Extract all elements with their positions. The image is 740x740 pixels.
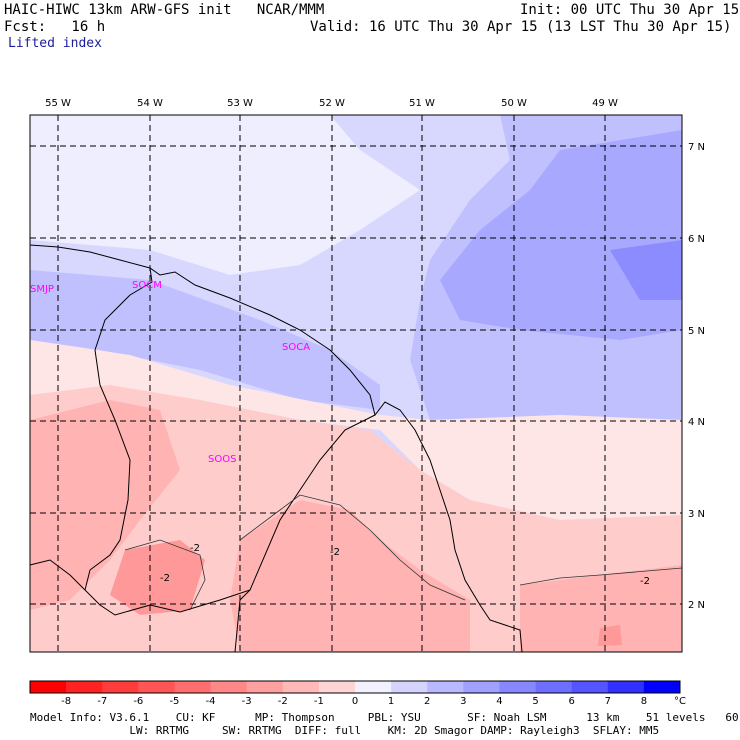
colorbar-tick-label: -8 [61, 696, 71, 707]
colorbar-tick-label: 5 [532, 696, 538, 707]
lon-label: 55 W [45, 98, 71, 109]
contours [124, 494, 683, 611]
colorbar-swatch [535, 681, 572, 693]
lifted-index-field [30, 115, 682, 652]
border-southwest [29, 559, 86, 591]
lat-label: 2 N [688, 600, 705, 611]
field-label: Lifted index [8, 36, 102, 51]
lat-label: 7 N [688, 142, 705, 153]
colorbar-tick-label: -3 [242, 696, 252, 707]
colorbar-tick-label: 4 [496, 696, 502, 707]
lon-label: 53 W [227, 98, 253, 109]
colorbar-swatch [607, 681, 645, 693]
colorbar-tick-label: 8 [641, 696, 647, 707]
colorbar-tick-labels: -8 -7 -6 -5 -4 -3 -2 -1 0 1 2 3 4 5 6 7 8 [61, 696, 647, 707]
colorbar-swatch [282, 681, 320, 693]
lon-label: 54 W [137, 98, 163, 109]
border-south [234, 589, 251, 653]
init-time: Init: 00 UTC Thu 30 Apr 15 [520, 2, 740, 18]
coastlines-borders [29, 244, 523, 653]
colorbar-tick-label: -7 [97, 696, 107, 707]
lon-label: 50 W [501, 98, 527, 109]
map-frame [29, 114, 683, 653]
colorbar-swatch [391, 681, 428, 693]
lat-label: 5 N [688, 326, 705, 337]
colorbar-swatch [210, 681, 247, 693]
contour-label: -2 [190, 543, 200, 554]
coastline [29, 244, 523, 653]
field-near-zero-belt [30, 340, 682, 520]
contour-label: -2 [160, 573, 170, 584]
colorbar-swatch [138, 681, 175, 693]
lat-label: 6 N [688, 234, 705, 245]
colorbar-swatch [463, 681, 500, 693]
contour-label: -2 [330, 547, 340, 558]
colorbar [29, 680, 681, 694]
contour-label: -2 [640, 576, 650, 587]
colorbar-tick-label: -4 [206, 696, 216, 707]
station-soca: SOCA [282, 342, 310, 353]
colorbar-swatch [174, 681, 211, 693]
field-neg2-south [230, 500, 470, 652]
border-suriname-guyane [84, 267, 376, 616]
lat-label: 4 N [688, 417, 705, 428]
valid-time: Valid: 16 UTC Thu 30 Apr 15 (13 LST Thu … [310, 19, 732, 35]
colorbar-tick-label: 0 [352, 696, 358, 707]
contour-labels: -2 -2 -2 -2 [160, 543, 650, 587]
colorbar-tick-label: -2 [278, 696, 288, 707]
colorbar-tick-label: 7 [605, 696, 611, 707]
model-title: HAIC-HIWC 13km ARW-GFS init NCAR/MMM [4, 2, 325, 18]
colorbar-tick-label: 6 [568, 696, 574, 707]
lon-label: 51 W [409, 98, 435, 109]
colorbar-swatch [643, 681, 681, 693]
latitude-labels: 7 N 6 N 5 N 4 N 3 N 2 N [688, 142, 705, 611]
field-blue-coast [30, 270, 380, 410]
station-smjp: SMJP [30, 284, 54, 295]
colorbar-tick-label: 3 [460, 696, 466, 707]
field-neg2-west [30, 400, 180, 610]
field-near-zero-nw [30, 115, 420, 275]
field-neg3-se [598, 625, 622, 646]
colorbar-swatch [355, 681, 392, 693]
graticule [30, 115, 682, 652]
colorbar-swatch [427, 681, 464, 693]
lon-label: 52 W [319, 98, 345, 109]
colorbar-swatch [246, 681, 284, 693]
colorbar-tick-label: -5 [169, 696, 179, 707]
colorbar-unit: °C [674, 696, 686, 707]
field-blue-ne-core [440, 130, 682, 340]
colorbar-swatch [499, 681, 536, 693]
lon-label: 49 W [592, 98, 618, 109]
colorbar-swatch [318, 681, 356, 693]
station-soos: SOOS [208, 454, 236, 465]
station-socm: SOCM [132, 280, 162, 291]
model-info-line1: Model Info: V3.6.1 CU: KF MP: Thompson P… [30, 711, 740, 724]
station-labels: SMJP SOCM SOCA SOOS [30, 280, 310, 465]
contour-neg2-a [239, 494, 466, 601]
colorbar-swatch [30, 681, 67, 693]
forecast-hour: Fcst: 16 h [4, 19, 106, 35]
field-blue-ne-max [610, 240, 682, 300]
field-neg2-se [520, 565, 682, 652]
colorbar-swatch [66, 681, 103, 693]
colorbar-tick-label: 1 [388, 696, 394, 707]
contour-neg2-c [124, 539, 206, 611]
colorbar-swatch [571, 681, 609, 693]
field-neg3-patch [110, 540, 205, 615]
lat-label: 3 N [688, 509, 705, 520]
contour-neg2-b [519, 567, 683, 586]
colorbar-frame [29, 680, 681, 694]
colorbar-tick-label: -6 [133, 696, 143, 707]
colorbar-tick-label: -1 [314, 696, 324, 707]
longitude-labels: 55 W 54 W 53 W 52 W 51 W 50 W 49 W [45, 98, 618, 109]
colorbar-tick-label: 2 [424, 696, 430, 707]
colorbar-swatch [102, 681, 139, 693]
model-info-line2: LW: RRTMG SW: RRTMG DIFF: full KM: 2D Sm… [30, 724, 660, 737]
